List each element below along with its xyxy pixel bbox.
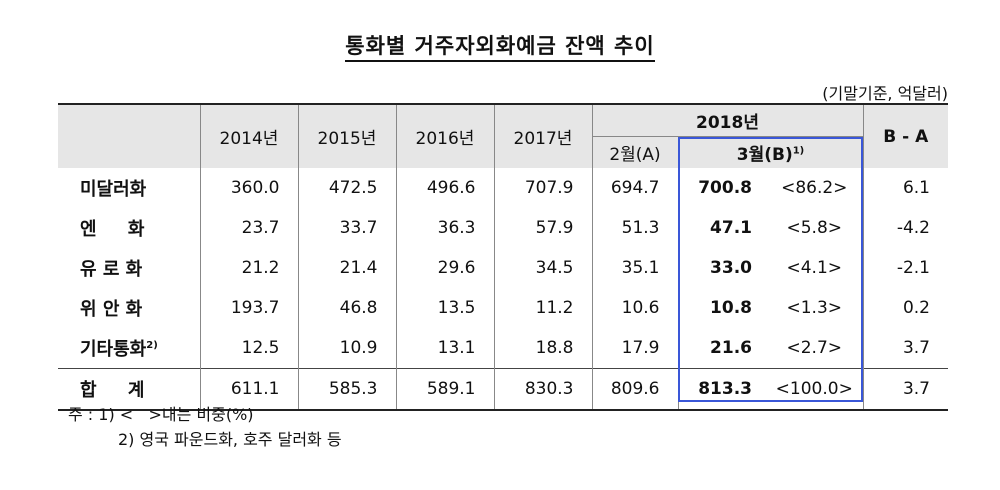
cell-2016: 496.6	[395, 168, 494, 208]
cell-share: <2.7>	[786, 338, 843, 358]
table-row: 엔 화 23.7 33.7 36.3 57.9 51.3 47.1 <5.8> …	[58, 208, 948, 248]
header-mar-note: 1)	[792, 145, 805, 157]
deposit-table: 2014년 2015년 2016년 2017년 2018년 B - A 2월(A…	[58, 103, 948, 411]
total-2014: 611.1	[199, 368, 298, 411]
header-2017: 2017년	[493, 103, 592, 168]
table-row: 기타통화2) 12.5 10.9 13.1 18.8 17.9 21.6 <2.…	[58, 328, 948, 369]
row-label-text: 엔 화	[80, 219, 145, 240]
cell-feb: 51.3	[591, 208, 678, 248]
row-label: 기타통화2)	[58, 328, 200, 369]
header-feb: 2월(A)	[591, 136, 678, 168]
cell-diff: 3.7	[862, 328, 948, 369]
footnote-2: 2) 영국 파운드화, 호주 달러화 등	[118, 430, 342, 449]
cell-diff: 0.2	[862, 288, 948, 328]
cell-2015: 33.7	[297, 208, 396, 248]
total-2017: 830.3	[493, 368, 592, 411]
header-2016: 2016년	[395, 103, 494, 168]
cell-2014: 23.7	[199, 208, 298, 248]
table-title: 통화별 거주자외화예금 잔액 추이	[0, 30, 1000, 62]
total-2016: 589.1	[395, 368, 494, 411]
row-label: 위 안 화	[80, 299, 143, 320]
footnote-1: 주 : 1) < >내는 비중(%)	[68, 405, 254, 424]
total-label-text: 합 계	[80, 380, 145, 401]
header-2018: 2018년	[591, 103, 863, 137]
cell-2014: 12.5	[199, 328, 298, 369]
table-row: 위 안 화 193.7 46.8 13.5 11.2 10.6 10.8 <1.…	[58, 288, 948, 328]
cell-2017: 18.8	[493, 328, 592, 369]
footnotes: 주 : 1) < >내는 비중(%) 2) 영국 파운드화, 호주 달러화 등	[68, 402, 342, 452]
cell-2014: 193.7	[199, 288, 298, 328]
row-label-text: 기타통화	[80, 339, 147, 360]
cell-2016: 36.3	[395, 208, 494, 248]
cell-share: <4.1>	[786, 258, 843, 278]
cell-feb: 694.7	[591, 168, 678, 208]
total-share: <100.0>	[766, 368, 863, 411]
row-label: 엔 화	[58, 208, 200, 248]
total-2015: 585.3	[297, 368, 396, 411]
cell-mar: 33.0	[677, 248, 766, 288]
header-mar: 3월(B)1)	[677, 136, 863, 168]
cell-diff: -2.1	[862, 248, 948, 288]
cell-2017: 57.9	[493, 208, 592, 248]
cell-2015: 46.8	[297, 288, 396, 328]
cell-2015: 472.5	[297, 168, 396, 208]
cell-2017: 11.2	[493, 288, 592, 328]
cell-mar: 700.8	[677, 168, 766, 208]
header-2014: 2014년	[199, 103, 298, 168]
cell-2016: 29.6	[395, 248, 494, 288]
cell-feb: 17.9	[591, 328, 678, 369]
total-feb: 809.6	[591, 368, 678, 411]
total-label: 합 계	[58, 368, 200, 411]
total-row: 합 계 611.1 585.3 589.1 830.3 809.6 813.3 …	[58, 368, 948, 411]
cell-share: <86.2>	[781, 178, 848, 198]
cell-2017: 707.9	[493, 168, 592, 208]
cell-2014: 360.0	[199, 168, 298, 208]
cell-mar: 47.1	[677, 208, 766, 248]
total-mar: 813.3	[677, 368, 766, 411]
cell-diff: 6.1	[862, 168, 948, 208]
cell-2014: 21.2	[199, 248, 298, 288]
cell-2016: 13.5	[395, 288, 494, 328]
header-2015: 2015년	[297, 103, 396, 168]
row-label-note: 2)	[146, 340, 158, 351]
cell-2016: 13.1	[395, 328, 494, 369]
row-label: 미달러화	[80, 179, 147, 200]
cell-feb: 35.1	[591, 248, 678, 288]
table-row: 유 로 화 21.2 21.4 29.6 34.5 35.1 33.0 <4.1…	[58, 248, 948, 288]
cell-2015: 10.9	[297, 328, 396, 369]
unit-label: (기말기준, 억달러)	[822, 84, 948, 103]
header-diff: B - A	[862, 103, 948, 168]
cell-2017: 34.5	[493, 248, 592, 288]
row-label: 유 로 화	[80, 259, 143, 280]
cell-feb: 10.6	[591, 288, 678, 328]
table-row: 미달러화 360.0 472.5 496.6 707.9 694.7 700.8…	[58, 168, 948, 208]
cell-mar: 10.8	[677, 288, 766, 328]
header-blank	[58, 103, 200, 168]
total-diff: 3.7	[862, 368, 948, 411]
cell-share: <5.8>	[786, 218, 843, 238]
table-title-text: 통화별 거주자외화예금 잔액 추이	[345, 34, 655, 62]
cell-2015: 21.4	[297, 248, 396, 288]
header-mar-text: 3월(B)	[736, 144, 793, 165]
cell-share: <1.3>	[786, 298, 843, 318]
cell-mar: 21.6	[677, 328, 766, 369]
cell-diff: -4.2	[862, 208, 948, 248]
